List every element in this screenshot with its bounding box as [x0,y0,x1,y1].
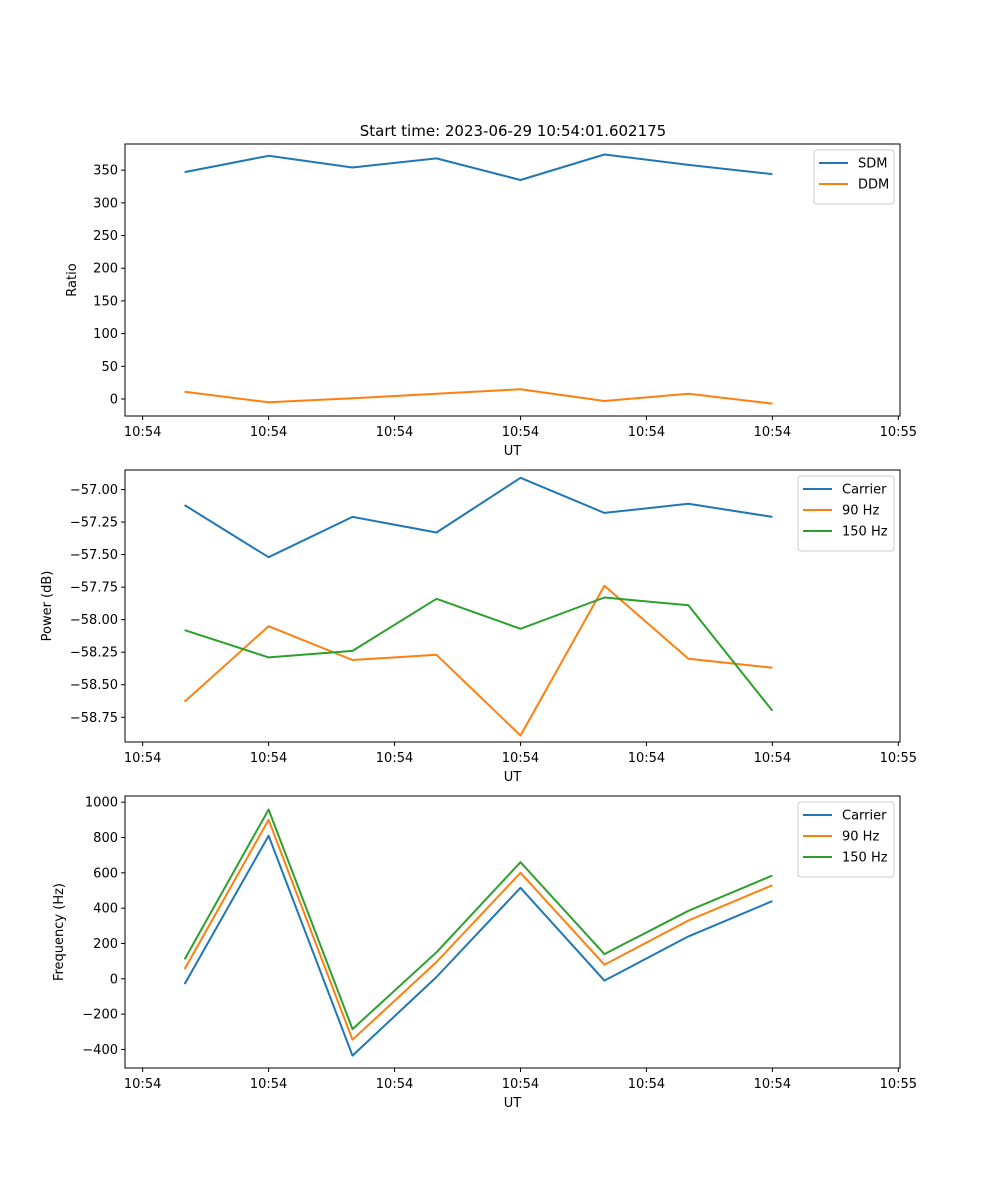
series-line-carrier [183,834,773,1057]
x-tick-label: 10:55 [880,1077,917,1092]
x-tick-label: 10:54 [376,425,413,440]
series-line-ddm [184,388,773,405]
frequency-panel: 10:54 10:54 10:54 10:54 10:54 10:54 10:55 −400 −… [52,795,917,1111]
legend: Carrier 90 Hz 150 Hz [797,801,895,878]
x-tick-label: 10:54 [754,751,791,766]
plot-frame [124,469,901,743]
y-tick-label: 0 [110,972,118,987]
legend: Carrier 90 Hz 150 Hz [797,475,895,552]
x-tick-label: 10:54 [502,751,539,766]
legend-label: 150 Hz [842,525,888,540]
legend-label: 90 Hz [842,504,879,519]
y-tick-label: −58.00 [70,613,118,628]
y-tick-label: 600 [93,866,118,881]
y-tick-label: 200 [93,937,118,952]
y-tick-label: −400 [82,1043,118,1058]
y-axis-label: Frequency (Hz) [52,883,67,981]
y-tick-label: 800 [93,831,118,846]
x-tick-label: 10:54 [502,425,539,440]
x-tick-label: 10:54 [250,1077,287,1092]
y-tick-label: −57.00 [70,483,118,498]
x-tick-label: 10:54 [124,751,161,766]
x-tick-label: 10:55 [880,425,917,440]
plot-frame [124,795,901,1069]
ratio-panel: 10:54 10:54 10:54 10:54 10:54 10:54 10:55 0 50 10… [65,143,917,459]
x-tick-label: 10:54 [124,425,161,440]
series-line-150-hz [183,808,773,1031]
y-tick-label: −57.50 [70,548,118,563]
figure-title: Start time: 2023-06-29 10:54:01.602175 [360,122,666,140]
y-tick-label: 350 [93,164,118,179]
y-tick-label: −58.75 [70,711,118,726]
legend-box [797,475,895,552]
series-line-90-hz [183,818,773,1041]
series-line-sdm [184,153,773,181]
x-tick-label: 10:54 [628,751,665,766]
y-tick-label: −57.25 [70,516,118,531]
x-tick-label: 10:54 [124,1077,161,1092]
power-panel: 10:54 10:54 10:54 10:54 10:54 10:54 10:55 −57.0… [40,469,917,785]
y-tick-label: −58.25 [70,646,118,661]
legend-box [797,801,895,878]
x-tick-label: 10:54 [250,425,287,440]
x-tick-label: 10:54 [250,751,287,766]
legend-label: Carrier [842,809,887,824]
series-line-90-hz [183,584,773,737]
y-tick-label: 0 [110,393,118,408]
x-axis-label: UT [504,770,522,785]
plot-frame [124,143,901,417]
legend-label: DDM [858,178,889,193]
y-tick-label: −57.75 [70,581,118,596]
legend-label: 150 Hz [842,851,888,866]
y-tick-label: 400 [93,902,118,917]
y-tick-label: 1000 [85,796,118,811]
y-tick-label: −58.50 [70,678,118,693]
x-axis-label: UT [504,1096,522,1111]
y-tick-label: 100 [93,327,118,342]
series-line-carrier [184,476,773,559]
y-tick-label: 200 [93,262,118,277]
x-tick-label: 10:54 [754,425,791,440]
legend-label: 90 Hz [842,830,879,845]
x-tick-label: 10:55 [880,751,917,766]
x-tick-label: 10:54 [754,1077,791,1092]
x-tick-label: 10:54 [502,1077,539,1092]
y-tick-label: −200 [82,1008,118,1023]
y-tick-label: 300 [93,196,118,211]
x-tick-label: 10:54 [376,751,413,766]
y-tick-label: 250 [93,229,118,244]
legend-label: Carrier [842,483,887,498]
x-tick-label: 10:54 [376,1077,413,1092]
x-tick-label: 10:54 [628,425,665,440]
y-axis-label: Ratio [65,263,80,296]
y-tick-label: 50 [101,360,118,375]
legend-label: SDM [858,157,887,172]
y-tick-label: 150 [93,294,118,309]
y-axis-label: Power (dB) [40,571,55,642]
series-line-150-hz [184,596,774,712]
x-tick-label: 10:54 [628,1077,665,1092]
legend: SDM DDM [813,149,895,205]
x-axis-label: UT [504,444,522,459]
